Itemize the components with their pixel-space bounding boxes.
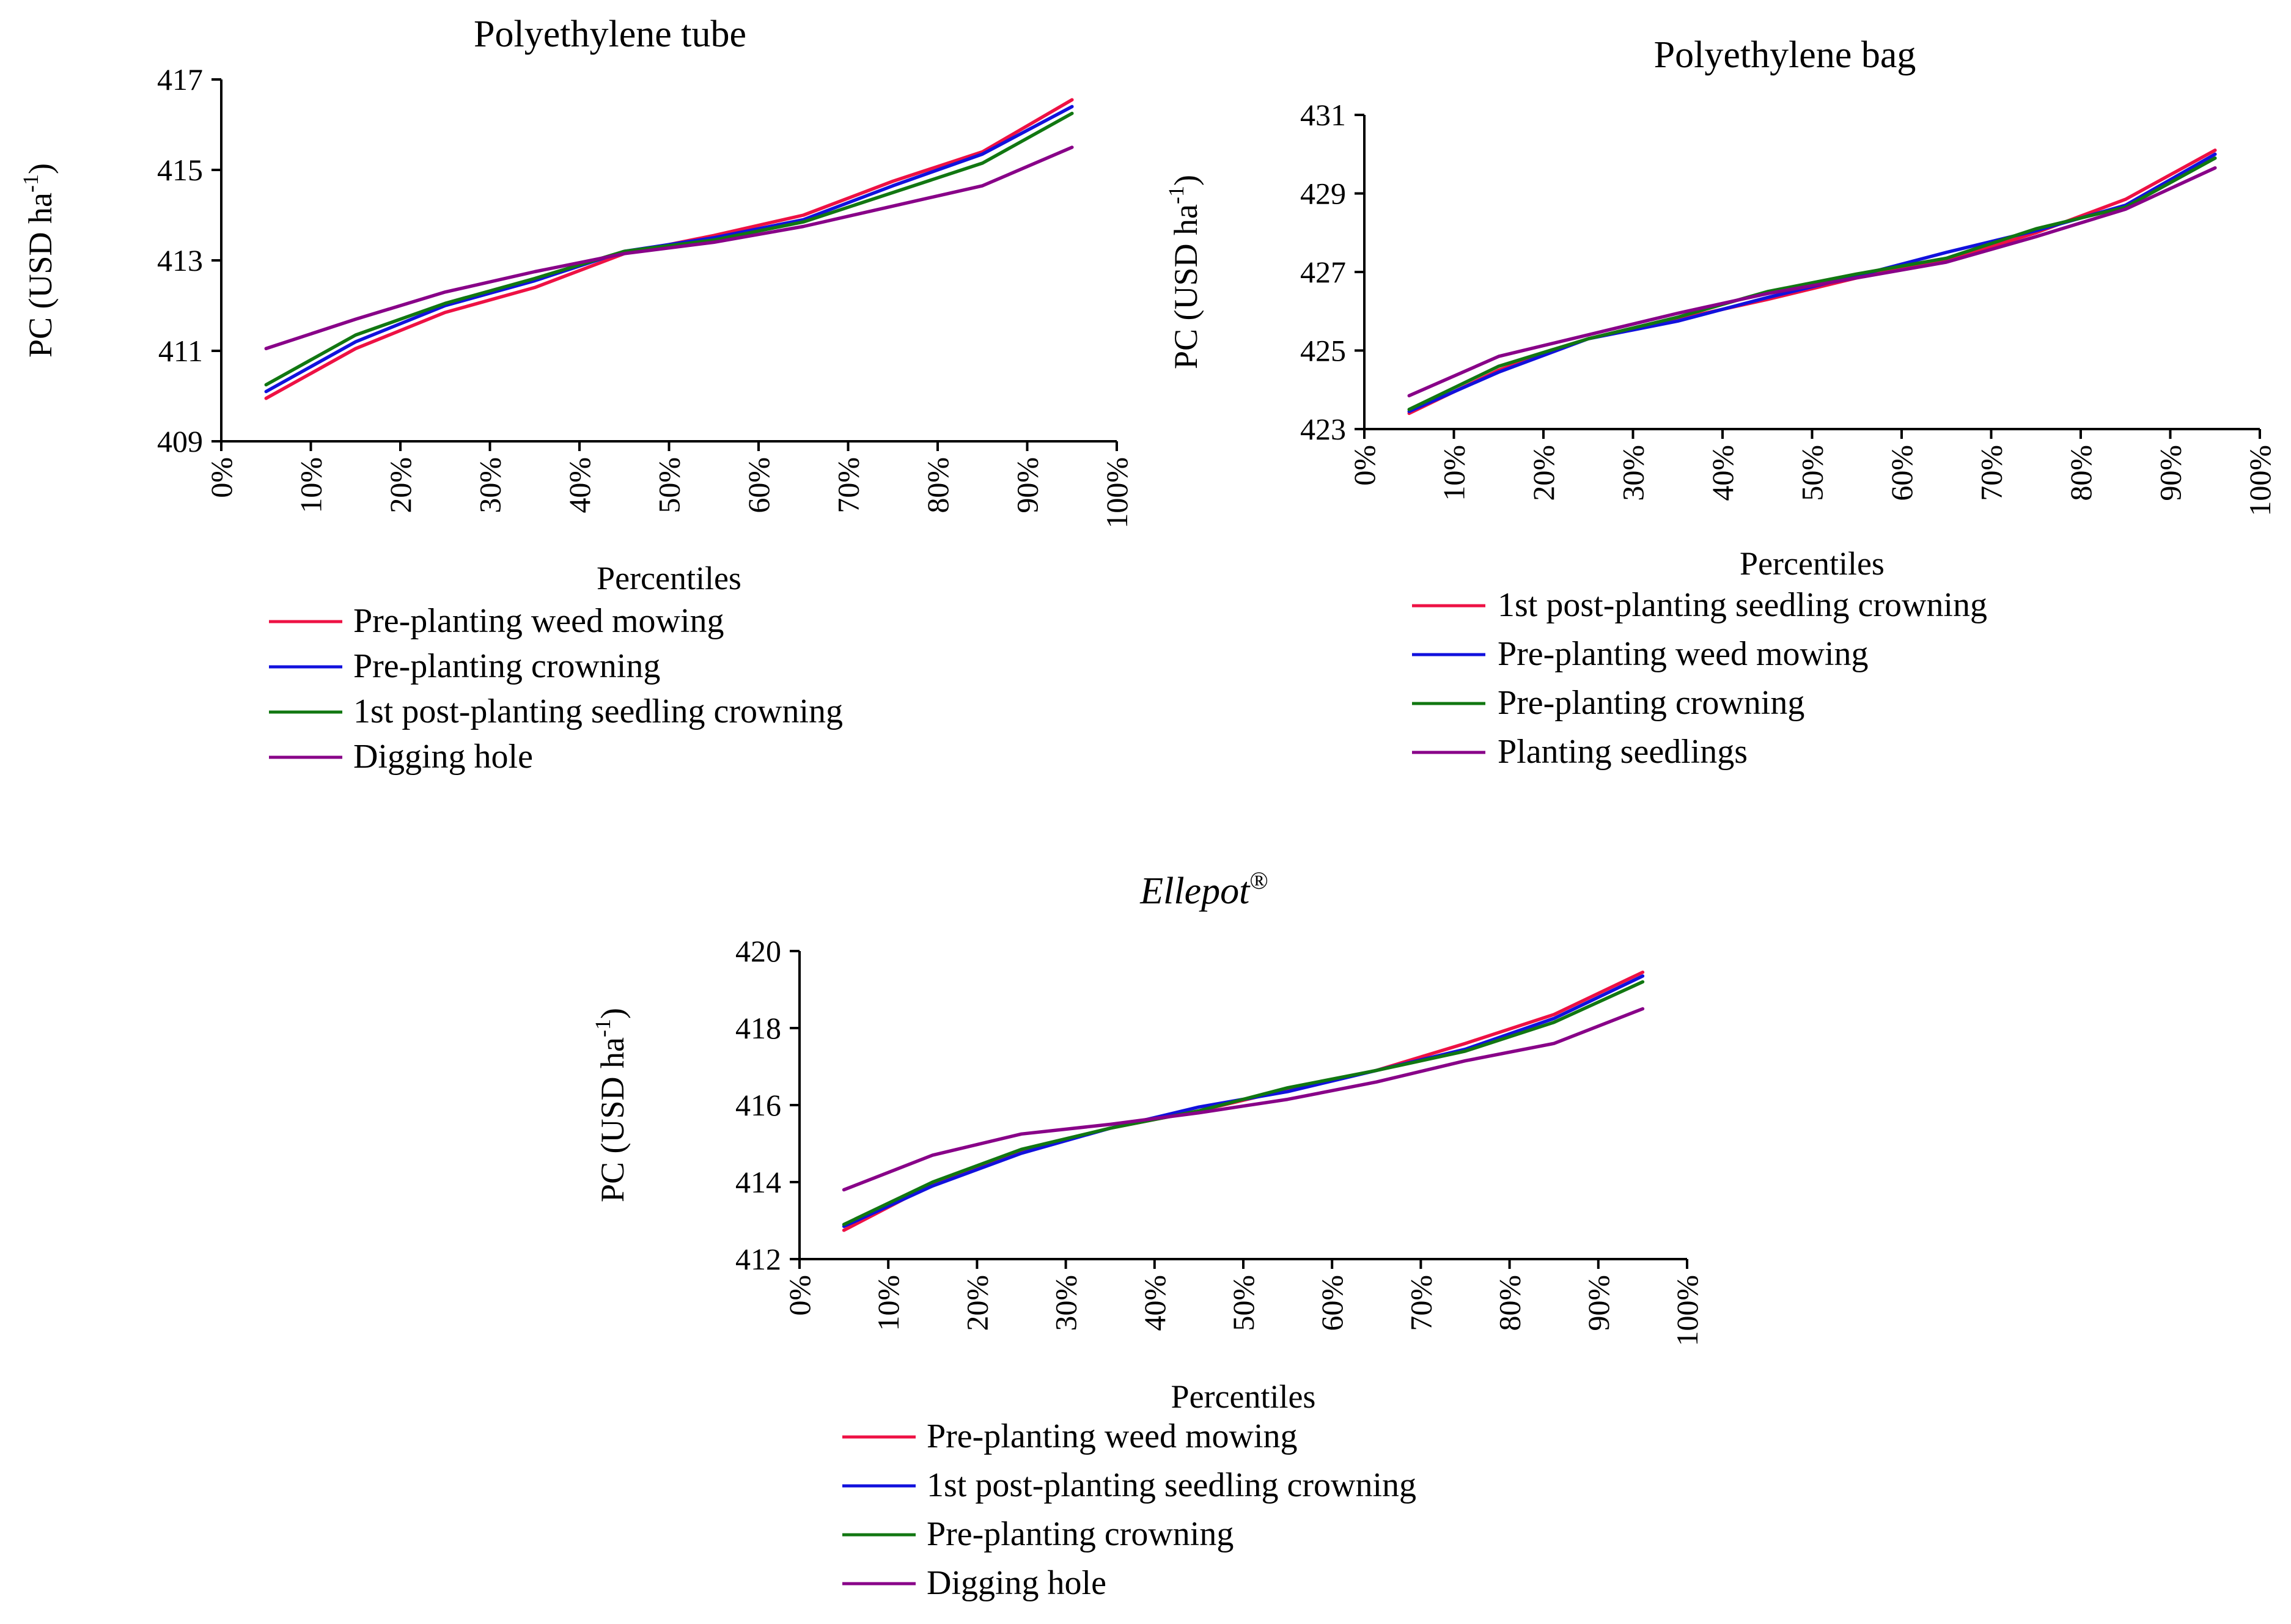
- y-tick-label: 418: [735, 1011, 781, 1045]
- legend-label: Pre-planting crowning: [927, 1515, 1234, 1553]
- y-axis-label-main: PC (USD ha: [22, 193, 59, 358]
- legend-label: Pre-planting crowning: [353, 647, 660, 685]
- y-tick-label: 412: [735, 1242, 781, 1276]
- chart-title: Polyethylene bag: [1654, 34, 1916, 76]
- chart-title: Ellepot®: [1139, 867, 1268, 912]
- series-line-4: [264, 145, 1074, 351]
- x-tick-label: 80%: [1493, 1275, 1527, 1331]
- legend-label: Pre-planting weed mowing: [1498, 635, 1869, 673]
- y-axis-label-superscript: -1: [590, 1019, 615, 1037]
- y-axis-label-superscript: -1: [18, 174, 43, 193]
- y-axis-label-superscript: -1: [1164, 186, 1188, 204]
- legend-label: Pre-planting crowning: [1498, 684, 1804, 722]
- x-tick-label: 80%: [921, 457, 955, 513]
- x-axis-label: Percentiles: [1740, 545, 1885, 582]
- legend-label: Pre-planting weed mowing: [927, 1417, 1298, 1455]
- x-axis-label: Percentiles: [1171, 1378, 1316, 1415]
- chart-title-main: Ellepot: [1139, 870, 1251, 912]
- y-axis-label: PC (USD ha-1): [590, 1008, 631, 1202]
- y-tick-label: 423: [1300, 412, 1346, 446]
- y-axis-label: PC (USD ha-1): [1164, 175, 1204, 369]
- x-tick-label: 10%: [294, 457, 328, 513]
- x-tick-label: 50%: [652, 457, 686, 513]
- x-tick-label: 90%: [2153, 445, 2188, 501]
- chart-1: Polyethylene tube 409 411 413 415 417 0% 10% 20%…: [18, 13, 1134, 776]
- x-tick-label: 60%: [1315, 1275, 1349, 1331]
- y-tick-label: 425: [1300, 334, 1346, 368]
- x-tick-label: 0%: [204, 457, 238, 498]
- x-tick-label: 70%: [831, 457, 866, 513]
- x-tick-label: 0%: [1347, 445, 1381, 486]
- x-tick-label: 70%: [1403, 1275, 1438, 1331]
- series-line-3: [1407, 156, 2217, 411]
- legend-label: 1st post-planting seedling crowning: [353, 693, 843, 730]
- legend-label: Digging hole: [927, 1564, 1106, 1602]
- chart-title-main: Polyethylene bag: [1654, 34, 1916, 76]
- x-tick-label: 90%: [1010, 457, 1045, 513]
- y-axis-label: PC (USD ha-1): [18, 163, 59, 358]
- x-tick-label: 10%: [871, 1275, 905, 1331]
- y-tick-label: 411: [158, 334, 203, 368]
- x-tick-label: 30%: [1049, 1275, 1083, 1331]
- y-axis-label-close: ): [22, 163, 59, 174]
- legend: Pre-planting weed mowing 1st post-plantin…: [842, 1417, 1416, 1602]
- x-tick-label: 100%: [1670, 1275, 1704, 1347]
- y-tick-label: 431: [1300, 98, 1346, 132]
- chart-title-superscript: ®: [1249, 867, 1268, 894]
- y-tick-label: 420: [735, 934, 781, 968]
- x-tick-label: 100%: [1100, 457, 1134, 529]
- legend-label: 1st post-planting seedling crowning: [1498, 586, 1987, 624]
- legend-label: Pre-planting weed mowing: [353, 602, 724, 640]
- legend-label: Digging hole: [353, 738, 533, 776]
- x-tick-label: 20%: [960, 1275, 994, 1331]
- y-tick-label: 414: [735, 1165, 781, 1199]
- series-line-4: [842, 1007, 1645, 1192]
- x-tick-label: 20%: [1526, 445, 1561, 501]
- y-tick-label: 413: [157, 243, 203, 277]
- series-line-1: [842, 970, 1645, 1232]
- x-tick-label: 40%: [1138, 1275, 1172, 1331]
- x-tick-label: 90%: [1581, 1275, 1616, 1331]
- x-tick-label: 40%: [562, 457, 597, 513]
- x-tick-label: 0%: [782, 1275, 817, 1316]
- y-tick-label: 415: [157, 153, 203, 187]
- x-tick-label: 10%: [1437, 445, 1471, 501]
- y-axis-label-main: PC (USD ha: [594, 1037, 631, 1202]
- x-tick-label: 30%: [473, 457, 507, 513]
- x-tick-label: 20%: [383, 457, 417, 513]
- y-tick-label: 427: [1300, 255, 1346, 289]
- y-tick-label: 416: [735, 1088, 781, 1122]
- y-tick-label: 417: [157, 62, 203, 97]
- legend-label: 1st post-planting seedling crowning: [927, 1466, 1416, 1504]
- chart-title-main: Polyethylene tube: [474, 13, 746, 55]
- chart-title: Polyethylene tube: [474, 13, 746, 55]
- series-line-3: [842, 980, 1645, 1227]
- x-tick-label: 50%: [1226, 1275, 1260, 1331]
- y-axis-label-close: ): [1168, 175, 1204, 186]
- legend-label: Planting seedlings: [1498, 733, 1748, 771]
- x-tick-label: 60%: [741, 457, 776, 513]
- chart-3: Ellepot® 412 414 416 418 420 0% 10% 20% 30% 40% 50%…: [590, 867, 1704, 1602]
- x-tick-label: 80%: [2064, 445, 2098, 501]
- legend: Pre-planting weed mowing Pre-planting cro…: [269, 602, 843, 776]
- x-axis-label: Percentiles: [597, 560, 741, 597]
- x-tick-label: 30%: [1616, 445, 1650, 501]
- y-tick-label: 409: [157, 424, 203, 458]
- x-tick-label: 60%: [1885, 445, 1919, 501]
- chart-2: Polyethylene bag 423 425 427 429 431 0% 10% 20% 3…: [1164, 34, 2277, 771]
- legend: 1st post-planting seedling crowning Pre-p…: [1412, 586, 1987, 771]
- x-tick-label: 40%: [1705, 445, 1740, 501]
- x-tick-label: 100%: [2243, 445, 2277, 516]
- x-tick-label: 70%: [1974, 445, 2009, 501]
- x-tick-label: 50%: [1795, 445, 1829, 501]
- y-axis-label-close: ): [594, 1008, 631, 1019]
- y-axis-label-main: PC (USD ha: [1168, 204, 1204, 369]
- series-line-4: [1407, 166, 2217, 398]
- y-tick-label: 429: [1300, 177, 1346, 211]
- series-line-3: [264, 111, 1074, 387]
